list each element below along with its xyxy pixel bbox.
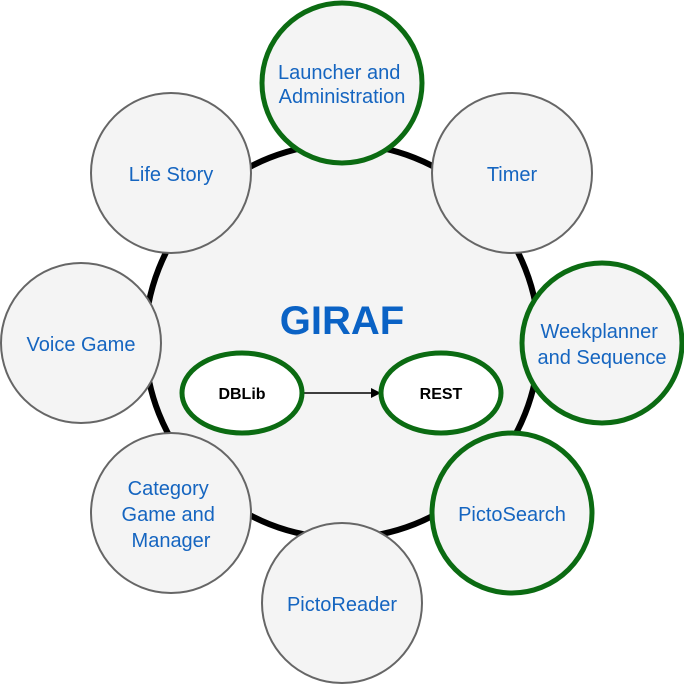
node-launcher-administration[interactable]: Launcher and Administration bbox=[259, 0, 425, 166]
node-life-story[interactable]: Life Story bbox=[90, 92, 252, 254]
category-label-line-2: Game and bbox=[122, 504, 215, 526]
node-voice-game[interactable]: Voice Game bbox=[0, 262, 162, 424]
voice-game-label: Voice Game bbox=[27, 334, 136, 356]
pictoreader-label: PictoReader bbox=[287, 594, 397, 616]
life-story-label: Life Story bbox=[129, 164, 213, 186]
launcher-label-line-1: Launcher and bbox=[278, 62, 400, 84]
giraf-title: GIRAF bbox=[280, 299, 404, 343]
svg-text:PictoReader: PictoReader bbox=[287, 594, 397, 616]
svg-text:Timer: Timer bbox=[487, 164, 538, 186]
pictosearch-label: PictoSearch bbox=[458, 504, 566, 526]
svg-text:Launcher and Administr: Launcher and Administration bbox=[278, 62, 406, 108]
weekplanner-label-line-1: Weekplanner bbox=[540, 321, 658, 343]
svg-text:Weekplanner and Sequen: Weekplanner and Sequence bbox=[537, 321, 666, 369]
node-rest[interactable]: REST bbox=[378, 350, 504, 436]
node-pictosearch[interactable]: PictoSearch bbox=[429, 430, 595, 596]
svg-text:Voice Game: Voice Game bbox=[27, 334, 136, 356]
dblib-label: DBLib bbox=[218, 386, 265, 403]
node-timer[interactable]: Timer bbox=[431, 92, 593, 254]
node-dblib[interactable]: DBLib bbox=[179, 350, 305, 436]
category-label-line-1: Category bbox=[128, 478, 209, 500]
node-weekplanner-sequence[interactable]: Weekplanner and Sequence bbox=[519, 260, 684, 426]
category-label-line-3: Manager bbox=[132, 530, 211, 552]
weekplanner-label-line-2: and Sequence bbox=[537, 347, 666, 369]
timer-label: Timer bbox=[487, 164, 538, 186]
rest-label: REST bbox=[420, 386, 463, 403]
svg-text:Category Game and: Category Game and Manager bbox=[122, 478, 221, 552]
launcher-label-line-2: Administration bbox=[279, 86, 406, 108]
svg-text:PictoSearch: PictoSearch bbox=[458, 504, 566, 526]
node-pictoreader[interactable]: PictoReader bbox=[261, 522, 423, 684]
svg-text:Life Story: Life Story bbox=[129, 164, 213, 186]
node-category-game-manager[interactable]: Category Game and Manager bbox=[90, 432, 252, 594]
